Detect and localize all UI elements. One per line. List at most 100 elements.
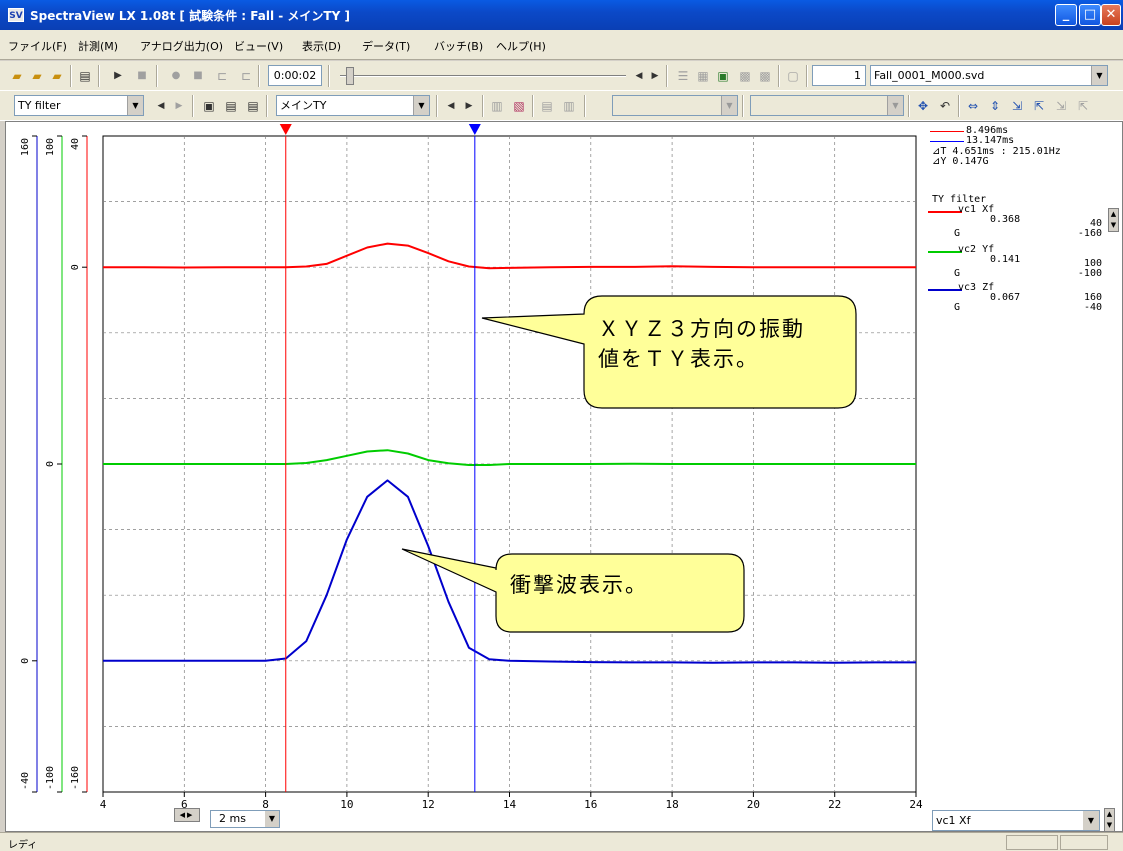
chevron-down-icon[interactable]: ▼ xyxy=(413,96,429,115)
time-scroll-buttons[interactable]: ◀▶ xyxy=(174,808,200,822)
legend-channel-vc2-max: 100 xyxy=(1083,258,1102,269)
prev-filter-icon[interactable]: ◀ xyxy=(157,101,165,111)
step-forward-icon[interactable]: ▶ xyxy=(651,71,659,81)
callout-bubble-shock xyxy=(401,548,745,633)
stop-icon[interactable]: ■ xyxy=(137,70,147,81)
callout-text-shock: 衝撃波表示。 xyxy=(510,573,648,597)
playback-slider-thumb[interactable] xyxy=(346,67,354,85)
x-tick-label: 20 xyxy=(747,798,760,811)
next-filter-icon[interactable]: ▶ xyxy=(175,101,183,111)
next-view-icon[interactable]: ▶ xyxy=(465,101,473,111)
menu-help[interactable]: ヘルプ(H) xyxy=(496,40,546,53)
properties-icon[interactable]: ▤ xyxy=(541,99,553,113)
chevron-down-icon[interactable]: ▼ xyxy=(265,811,279,827)
y-axis-zero-label: 0 xyxy=(45,461,56,467)
legend-filter-name: TY filter xyxy=(932,194,987,205)
legend-swatch-vc1 xyxy=(928,211,962,213)
chevron-down-icon[interactable]: ▼ xyxy=(127,96,143,115)
step-back-icon[interactable]: ◀ xyxy=(635,71,643,81)
menu-data[interactable]: データ(T) xyxy=(362,40,411,53)
filter-select[interactable]: TY filter ▼ xyxy=(14,95,144,116)
legend-spin-button[interactable]: ▲ ▼ xyxy=(1108,208,1119,232)
prev-view-icon[interactable]: ◀ xyxy=(447,101,455,111)
view-select-value: メインTY xyxy=(280,99,327,112)
x-tick-label: 18 xyxy=(665,798,678,811)
toolbar-separator xyxy=(192,95,194,117)
legend-channel-vc3-value: 0.067 xyxy=(990,292,1021,303)
tool-icon[interactable]: ▩ xyxy=(739,69,751,83)
frame-icon[interactable]: ▢ xyxy=(787,69,799,83)
marker-icon[interactable]: ⊏ xyxy=(216,69,228,83)
menu-display[interactable]: 表示(D) xyxy=(302,40,342,53)
file-select[interactable]: Fall_0001_M000.svd ▼ xyxy=(870,65,1108,86)
frame-number-field[interactable]: 1 xyxy=(812,65,866,86)
save-icon[interactable]: ▰ xyxy=(32,69,42,83)
minimize-icon[interactable]: _ xyxy=(1055,4,1077,26)
menu-measure[interactable]: 計測(M) xyxy=(78,40,119,53)
paste-icon[interactable]: ▤ xyxy=(247,99,259,113)
move-icon[interactable]: ✥ xyxy=(917,99,929,113)
toolbar-separator xyxy=(778,65,780,87)
cursor-a-marker-icon xyxy=(279,124,292,135)
chevron-down-icon[interactable]: ▼ xyxy=(1083,811,1099,830)
copy-icon[interactable]: ▤ xyxy=(225,99,237,113)
db-icon[interactable]: ⊏ xyxy=(240,69,252,83)
close-icon[interactable]: ✕ xyxy=(1101,4,1121,26)
scale-half-icon[interactable]: ⇱ xyxy=(1033,99,1045,113)
status-cell xyxy=(1006,835,1058,850)
combo-disabled-1: ▼ xyxy=(612,95,738,116)
view-select[interactable]: メインTY ▼ xyxy=(276,95,430,116)
menu-view[interactable]: ビュー(V) xyxy=(234,40,284,53)
toolbar-separator xyxy=(532,95,534,117)
line-chart-icon[interactable]: ▧ xyxy=(513,99,525,113)
record-icon[interactable]: ● xyxy=(171,70,181,81)
cursors[interactable] xyxy=(279,124,481,792)
status-text: レディ xyxy=(8,840,38,851)
menu-analog-output[interactable]: アナログ出力(O) xyxy=(140,40,224,53)
window-icon[interactable]: ▣ xyxy=(203,99,215,113)
title-bar[interactable]: SV SpectraView LX 1.08t [ 試験条件 : Fall - … xyxy=(0,0,1123,30)
print-icon[interactable]: ▤ xyxy=(79,69,91,83)
tool-icon[interactable]: ⇱ xyxy=(1077,99,1089,113)
series-vc1-xf xyxy=(103,242,916,270)
chevron-down-icon[interactable]: ▼ xyxy=(1091,66,1107,85)
tool-icon[interactable]: ⇲ xyxy=(1055,99,1067,113)
callout-bubble-xyz xyxy=(481,295,857,409)
cursor-b-marker-icon xyxy=(468,124,481,135)
tool-icon[interactable]: ▩ xyxy=(759,69,771,83)
grid-icon[interactable]: ▦ xyxy=(697,69,709,83)
zoom-x-icon[interactable]: ⇔ xyxy=(967,99,979,113)
series-vc3-zf xyxy=(103,479,916,664)
timebase-select[interactable]: 2 ms ▼ xyxy=(210,810,280,828)
channel-spin-button[interactable]: ▲ ▼ xyxy=(1104,808,1115,832)
legend-swatch-vc2 xyxy=(928,251,962,253)
x-tick-label: 10 xyxy=(340,798,353,811)
menu-batch[interactable]: バッチ(B) xyxy=(434,40,484,53)
record-stop-icon[interactable]: ■ xyxy=(193,70,203,81)
legend-channel-vc2-value: 0.141 xyxy=(990,254,1021,265)
bar-chart-icon[interactable]: ▥ xyxy=(491,99,503,113)
toolbar-main: ▰ ▰ ▰ ▤ ▶ ■ ● ■ ⊏ ⊏ 0:00:02 ◀ ▶ ☰ ▦ ▣ ▩ … xyxy=(0,61,1123,91)
app-logo-icon: SV xyxy=(8,8,24,22)
zoom-y-icon[interactable]: ⇕ xyxy=(989,99,1001,113)
export-icon[interactable]: ▰ xyxy=(52,69,62,83)
x-tick-label: 16 xyxy=(584,798,597,811)
open-folder-icon[interactable]: ▰ xyxy=(12,69,22,83)
maximize-icon[interactable]: □ xyxy=(1079,4,1101,26)
menu-file[interactable]: ファイル(F) xyxy=(8,40,67,53)
channel-select[interactable]: vc1 Xf ▼ xyxy=(932,810,1100,831)
chart-icon[interactable]: ▣ xyxy=(717,69,729,83)
scale-x2-icon[interactable]: ⇲ xyxy=(1011,99,1023,113)
list-icon[interactable]: ☰ xyxy=(677,69,689,83)
cursor-a-swatch xyxy=(930,131,964,132)
trash-icon[interactable]: ▥ xyxy=(563,99,575,113)
toolbar-view: TY filter ▼ ◀ ▶ ▣ ▤ ▤ メインTY ▼ ◀ ▶ ▥ ▧ ▤ … xyxy=(0,91,1123,121)
undo-icon[interactable]: ↶ xyxy=(939,99,951,113)
play-icon[interactable]: ▶ xyxy=(114,70,122,81)
toolbar-separator xyxy=(482,95,484,117)
cursor-b-readout: 13.147ms xyxy=(966,135,1015,146)
toolbar-separator xyxy=(266,95,268,117)
playback-slider-track[interactable] xyxy=(340,75,626,77)
window-title: SpectraView LX 1.08t [ 試験条件 : Fall - メイン… xyxy=(30,9,350,23)
